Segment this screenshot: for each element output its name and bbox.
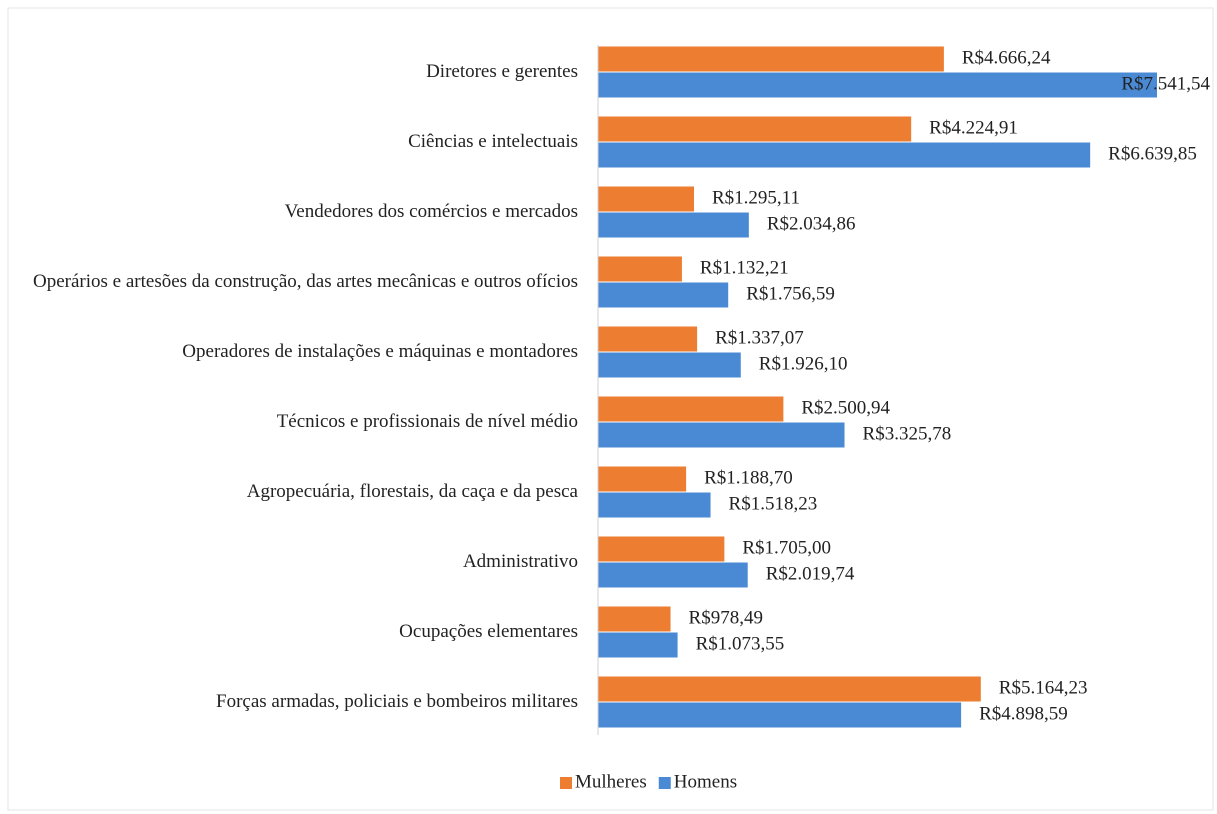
bar — [598, 326, 698, 352]
bar — [598, 396, 784, 422]
bar — [598, 72, 1158, 98]
bar — [598, 256, 682, 282]
category-label: Administrativo — [462, 551, 578, 572]
category-label: Operários e artesões da construção, das … — [33, 271, 578, 292]
legend-label: Mulheres — [575, 771, 647, 792]
value-label: R$4.898,59 — [979, 703, 1068, 724]
bar — [598, 632, 678, 658]
value-label: R$1.295,11 — [712, 187, 800, 208]
bar — [598, 676, 981, 702]
bar — [598, 142, 1091, 168]
value-label: R$6.639,85 — [1108, 143, 1197, 164]
category-label: Ciências e intelectuais — [408, 131, 578, 152]
value-label: R$4.666,24 — [962, 47, 1051, 68]
legend-swatch — [560, 777, 572, 789]
category-label: Diretores e gerentes — [426, 61, 578, 82]
bar — [598, 466, 687, 492]
value-label: R$1.518,23 — [729, 493, 818, 514]
value-label: R$5.164,23 — [999, 677, 1088, 698]
bar — [598, 422, 845, 448]
value-label: R$7.541,54 — [1121, 73, 1210, 94]
value-label: R$1.188,70 — [704, 467, 793, 488]
value-label: R$1.926,10 — [759, 353, 848, 374]
bar — [598, 116, 912, 142]
bar — [598, 536, 725, 562]
category-label: Forças armadas, policiais e bombeiros mi… — [216, 691, 578, 712]
bar — [598, 212, 749, 238]
value-label: R$1.337,07 — [715, 327, 804, 348]
value-label: R$4.224,91 — [929, 117, 1018, 138]
value-label: R$2.500,94 — [801, 397, 890, 418]
value-label: R$2.019,74 — [766, 563, 855, 584]
chart-frame — [7, 7, 1214, 811]
value-label: R$2.034,86 — [767, 213, 856, 234]
category-label: Agropecuária, florestais, da caça e da p… — [246, 481, 578, 502]
category-label: Operadores de instalações e máquinas e m… — [182, 341, 578, 362]
bar — [598, 46, 944, 72]
legend-label: Homens — [674, 771, 737, 792]
bar — [598, 352, 741, 378]
bar — [598, 282, 729, 308]
bar — [598, 492, 711, 518]
bar — [598, 186, 694, 212]
category-label: Técnicos e profissionais de nível médio — [276, 411, 578, 432]
category-label: Ocupações elementares — [399, 621, 578, 642]
category-label: Vendedores dos comércios e mercados — [284, 201, 578, 222]
value-label: R$1.132,21 — [700, 257, 789, 278]
bar — [598, 562, 748, 588]
legend-swatch — [658, 777, 671, 789]
value-label: R$1.073,55 — [696, 633, 785, 654]
value-label: R$3.325,78 — [863, 423, 952, 444]
bar — [598, 606, 671, 632]
bar — [598, 702, 962, 728]
value-label: R$1.756,59 — [746, 283, 835, 304]
value-label: R$978,49 — [689, 607, 763, 628]
value-label: R$1.705,00 — [742, 537, 831, 558]
